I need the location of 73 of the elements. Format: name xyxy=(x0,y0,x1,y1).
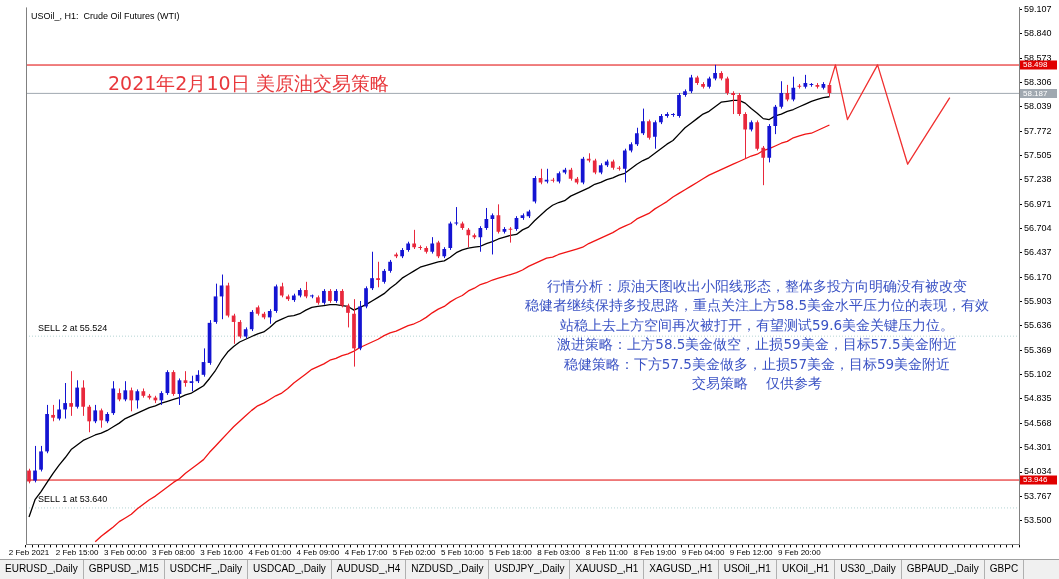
ref-line-label: 58.498 xyxy=(1023,60,1049,70)
y-tick-label: 57.772 xyxy=(1024,125,1052,136)
text: USDCHF_,Daily xyxy=(164,560,249,579)
candlestick xyxy=(316,295,320,306)
x-tick-label: 2 Feb 15:00 xyxy=(55,548,100,558)
y-tick-label: 54.034 xyxy=(1024,466,1052,477)
y-tick-label: 56.437 xyxy=(1024,247,1052,258)
y-tick-label: 54.301 xyxy=(1024,442,1052,453)
text: GBPUSD_,M15 xyxy=(83,560,165,579)
y-tick-label: 55.102 xyxy=(1024,369,1052,380)
text: EURUSD_,Daily xyxy=(0,560,84,579)
y-tick-label: 58.039 xyxy=(1024,101,1052,112)
x-tick-label: 5 Feb 18:00 xyxy=(489,548,533,558)
candlestick xyxy=(51,404,55,422)
annotation: 激进策略：上方58.5美金做空，止损59美金，目标57.5美金附近 xyxy=(557,336,957,352)
y-tick-label: 57.238 xyxy=(1024,174,1052,185)
y-tick-label: 54.835 xyxy=(1024,393,1052,404)
y-tick-label: 57.505 xyxy=(1024,150,1052,161)
text: XAUUSD_,H1 xyxy=(570,560,645,579)
y-tick-label: 56.971 xyxy=(1024,198,1052,209)
x-tick-label: 9 Feb 20:00 xyxy=(777,548,822,558)
text: NZDUSD_,Daily xyxy=(406,560,490,579)
text: GBPC xyxy=(984,560,1025,579)
x-tick-label: 4 Feb 17:00 xyxy=(344,548,388,558)
x-tick-label: 5 Feb 02:00 xyxy=(392,548,437,558)
ref-line-label: 53.946 xyxy=(1023,475,1049,485)
annotation: 交易策略 仅供参考 xyxy=(692,375,822,391)
y-tick-label: 55.369 xyxy=(1024,344,1052,355)
text: USDJPY_,Daily xyxy=(489,560,571,579)
x-tick-label: 3 Feb 16:00 xyxy=(200,548,244,558)
candlestick xyxy=(285,294,290,302)
annotation: 稳健策略：下方57.5美金做多，止损57美金，目标59美金附近 xyxy=(563,355,951,372)
y-tick-label: 55.636 xyxy=(1024,320,1052,331)
chart-subtitle: USOil_, H1: Crude Oil Futures (WTI) xyxy=(31,10,180,21)
y-tick-label: 53.767 xyxy=(1024,490,1052,501)
candlestick xyxy=(297,287,302,298)
y-tick-label: 54.568 xyxy=(1024,417,1052,428)
text: US30_,Daily xyxy=(835,560,902,579)
annotation: 站稳上去上方空间再次被打开，有望测试59.6美金关键压力位。 xyxy=(559,316,955,333)
text: GBPAUD_,Daily xyxy=(901,560,985,579)
x-tick-label: 3 Feb 00:00 xyxy=(103,548,148,558)
x-tick-label: 3 Feb 08:00 xyxy=(152,548,196,558)
ref-line-label: SELL 1 at 53.640 xyxy=(38,494,108,505)
text: AUDUSD_,H4 xyxy=(331,560,407,579)
y-tick-label: 56.170 xyxy=(1024,271,1052,282)
y-tick-label: 59.107 xyxy=(1024,3,1052,14)
candlestick xyxy=(701,81,705,90)
x-tick-label: 9 Feb 04:00 xyxy=(681,548,725,558)
x-tick-label: 8 Feb 19:00 xyxy=(633,548,677,558)
y-tick-label: 56.704 xyxy=(1024,223,1052,234)
y-tick-label: 58.573 xyxy=(1024,52,1052,63)
annotation: 稳健者继续保持多投思路，重点关注上方58.5美金水平压力位的表现，有效 xyxy=(524,297,990,313)
x-tick-label: 8 Feb 03:00 xyxy=(537,548,581,558)
x-tick-label: 9 Feb 12:00 xyxy=(729,548,774,558)
text: USOil_,H1 xyxy=(718,560,777,579)
text: XAGUSD_,H1 xyxy=(644,560,719,579)
y-tick-label: 58.840 xyxy=(1024,28,1052,39)
y-tick-label: 58.306 xyxy=(1024,77,1052,88)
text: 2021年2月10日 美原油交易策略 xyxy=(108,72,389,95)
x-tick-label: 8 Feb 11:00 xyxy=(585,548,629,558)
x-tick-label: 2 Feb 2021 xyxy=(8,548,50,558)
text: UKOil_,H1 xyxy=(776,560,836,579)
annotation: 行情分析：原油天图收出小阳线形态，整体多投方向明确没有被改变 xyxy=(547,277,967,294)
x-tick-label: 5 Feb 10:00 xyxy=(440,548,485,558)
candlestick xyxy=(713,64,717,81)
x-tick-label: 4 Feb 09:00 xyxy=(296,548,340,558)
ref-line-label: 58.187 xyxy=(1023,88,1049,98)
text: USDCAD_,Daily xyxy=(248,560,332,579)
y-tick-label: 55.903 xyxy=(1024,296,1052,307)
ref-line-label: SELL 2 at 55.524 xyxy=(38,322,108,333)
x-tick-label: 4 Feb 01:00 xyxy=(248,548,292,558)
y-tick-label: 53.500 xyxy=(1024,515,1052,526)
candlestick xyxy=(719,70,723,81)
